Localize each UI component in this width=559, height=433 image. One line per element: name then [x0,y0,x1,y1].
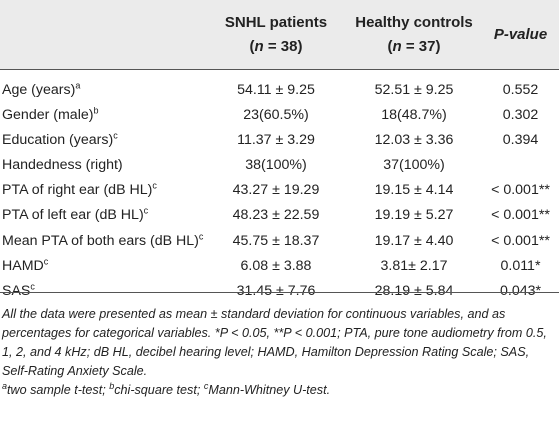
row-label: PTA of left ear (dB HL)c [2,205,149,224]
table-row: Education (years)c 11.37 ± 3.29 12.03 ± 3.… [0,127,559,152]
cell-p-value: 0.302 [502,106,539,123]
cell-healthy-controls: 3.81± 2.17 [380,257,448,274]
cell-p-value [482,152,559,177]
cell-healthy-controls: 18(48.7%) [381,106,447,123]
cell-healthy-controls: 12.03 ± 3.36 [374,131,454,148]
header-divider [0,69,559,70]
cell-healthy-controls: 19.19 ± 5.27 [374,207,454,224]
row-label: PTA of right ear (dB HL)c [2,180,157,199]
cell-snhl-patients: 45.75 ± 18.37 [232,232,320,249]
table-footnote: All the data were presented as mean ± st… [2,305,554,400]
table-row: PTA of left ear (dB HL)c 48.23 ± 22.59 19.… [0,203,559,228]
table-row: SASc 31.45 ± 7.76 28.19 ± 5.84 0.043* [0,278,559,309]
header-blank [0,0,206,69]
header-snhl-title: SNHL patients [224,13,328,31]
cell-p-value: < 0.001** [491,182,550,199]
cell-healthy-controls: 28.19 ± 5.84 [374,282,454,299]
row-label: HAMDc [2,255,49,274]
cell-p-value: 0.043* [499,282,542,299]
cell-p-value: < 0.001** [491,207,550,224]
table-row: Handedness (right) 38(100%) 37(100%) [0,152,559,177]
table-row: Gender (male)b 23(60.5%) 18(48.7%) 0.302 [0,102,559,127]
header-controls-title: Healthy controls [355,13,473,31]
row-label: Handedness (right) [2,156,123,173]
cell-snhl-patients: 6.08 ± 3.88 [240,257,312,274]
cell-p-value: < 0.001** [491,232,550,249]
table-row: Mean PTA of both ears (dB HL)c 45.75 ± 18… [0,228,559,253]
header-controls-n: (n = 37) [387,37,441,55]
cell-snhl-patients: 11.37 ± 3.29 [237,131,315,148]
cell-snhl-patients: 54.11 ± 9.25 [237,81,315,98]
cell-p-value: 0.011* [500,257,541,274]
header-healthy-controls: Healthy controls (n = 37) [346,0,482,69]
cell-p-value: 0.394 [502,131,539,148]
header-snhl-patients: SNHL patients (n = 38) [206,0,346,69]
demographics-table: SNHL patients (n = 38) Healthy controls … [0,0,559,310]
row-label: Education (years)c [2,130,118,148]
row-label: Mean PTA of both ears (dB HL)c [2,230,204,249]
cell-snhl-patients: 43.27 ± 19.29 [232,182,320,199]
row-label: Age (years)a [2,79,81,98]
cell-snhl-patients: 31.45 ± 7.76 [236,282,316,299]
table-body: Age (years)a 54.11 ± 9.25 52.51 ± 9.25 0.55… [0,69,559,310]
cell-healthy-controls: 37(100%) [383,156,445,173]
cell-p-value: 0.552 [502,81,539,98]
cell-snhl-patients: 38(100%) [245,156,307,173]
table-row: Age (years)a 54.11 ± 9.25 52.51 ± 9.25 0.55… [0,69,559,102]
cell-snhl-patients: 23(60.5%) [243,106,309,123]
footnote-main: All the data were presented as mean ± st… [2,307,547,378]
table-row: HAMDc 6.08 ± 3.88 3.81± 2.17 0.011* [0,253,559,278]
table-row: PTA of right ear (dB HL)c 43.27 ± 19.29 19… [0,178,559,203]
footnote-tests: atwo sample t-test; bchi-square test; cM… [2,380,331,397]
cell-healthy-controls: 19.17 ± 4.40 [374,232,454,249]
table-bottom-rule [0,292,559,293]
header-p-value: P-value [482,0,559,69]
row-label: Gender (male)b [2,104,99,123]
table-header-row: SNHL patients (n = 38) Healthy controls … [0,0,559,69]
header-snhl-n: (n = 38) [249,37,303,55]
cell-healthy-controls: 52.51 ± 9.25 [374,81,454,98]
cell-healthy-controls: 19.15 ± 4.14 [374,182,454,199]
row-label: SASc [2,281,35,299]
cell-snhl-patients: 48.23 ± 22.59 [232,207,320,224]
